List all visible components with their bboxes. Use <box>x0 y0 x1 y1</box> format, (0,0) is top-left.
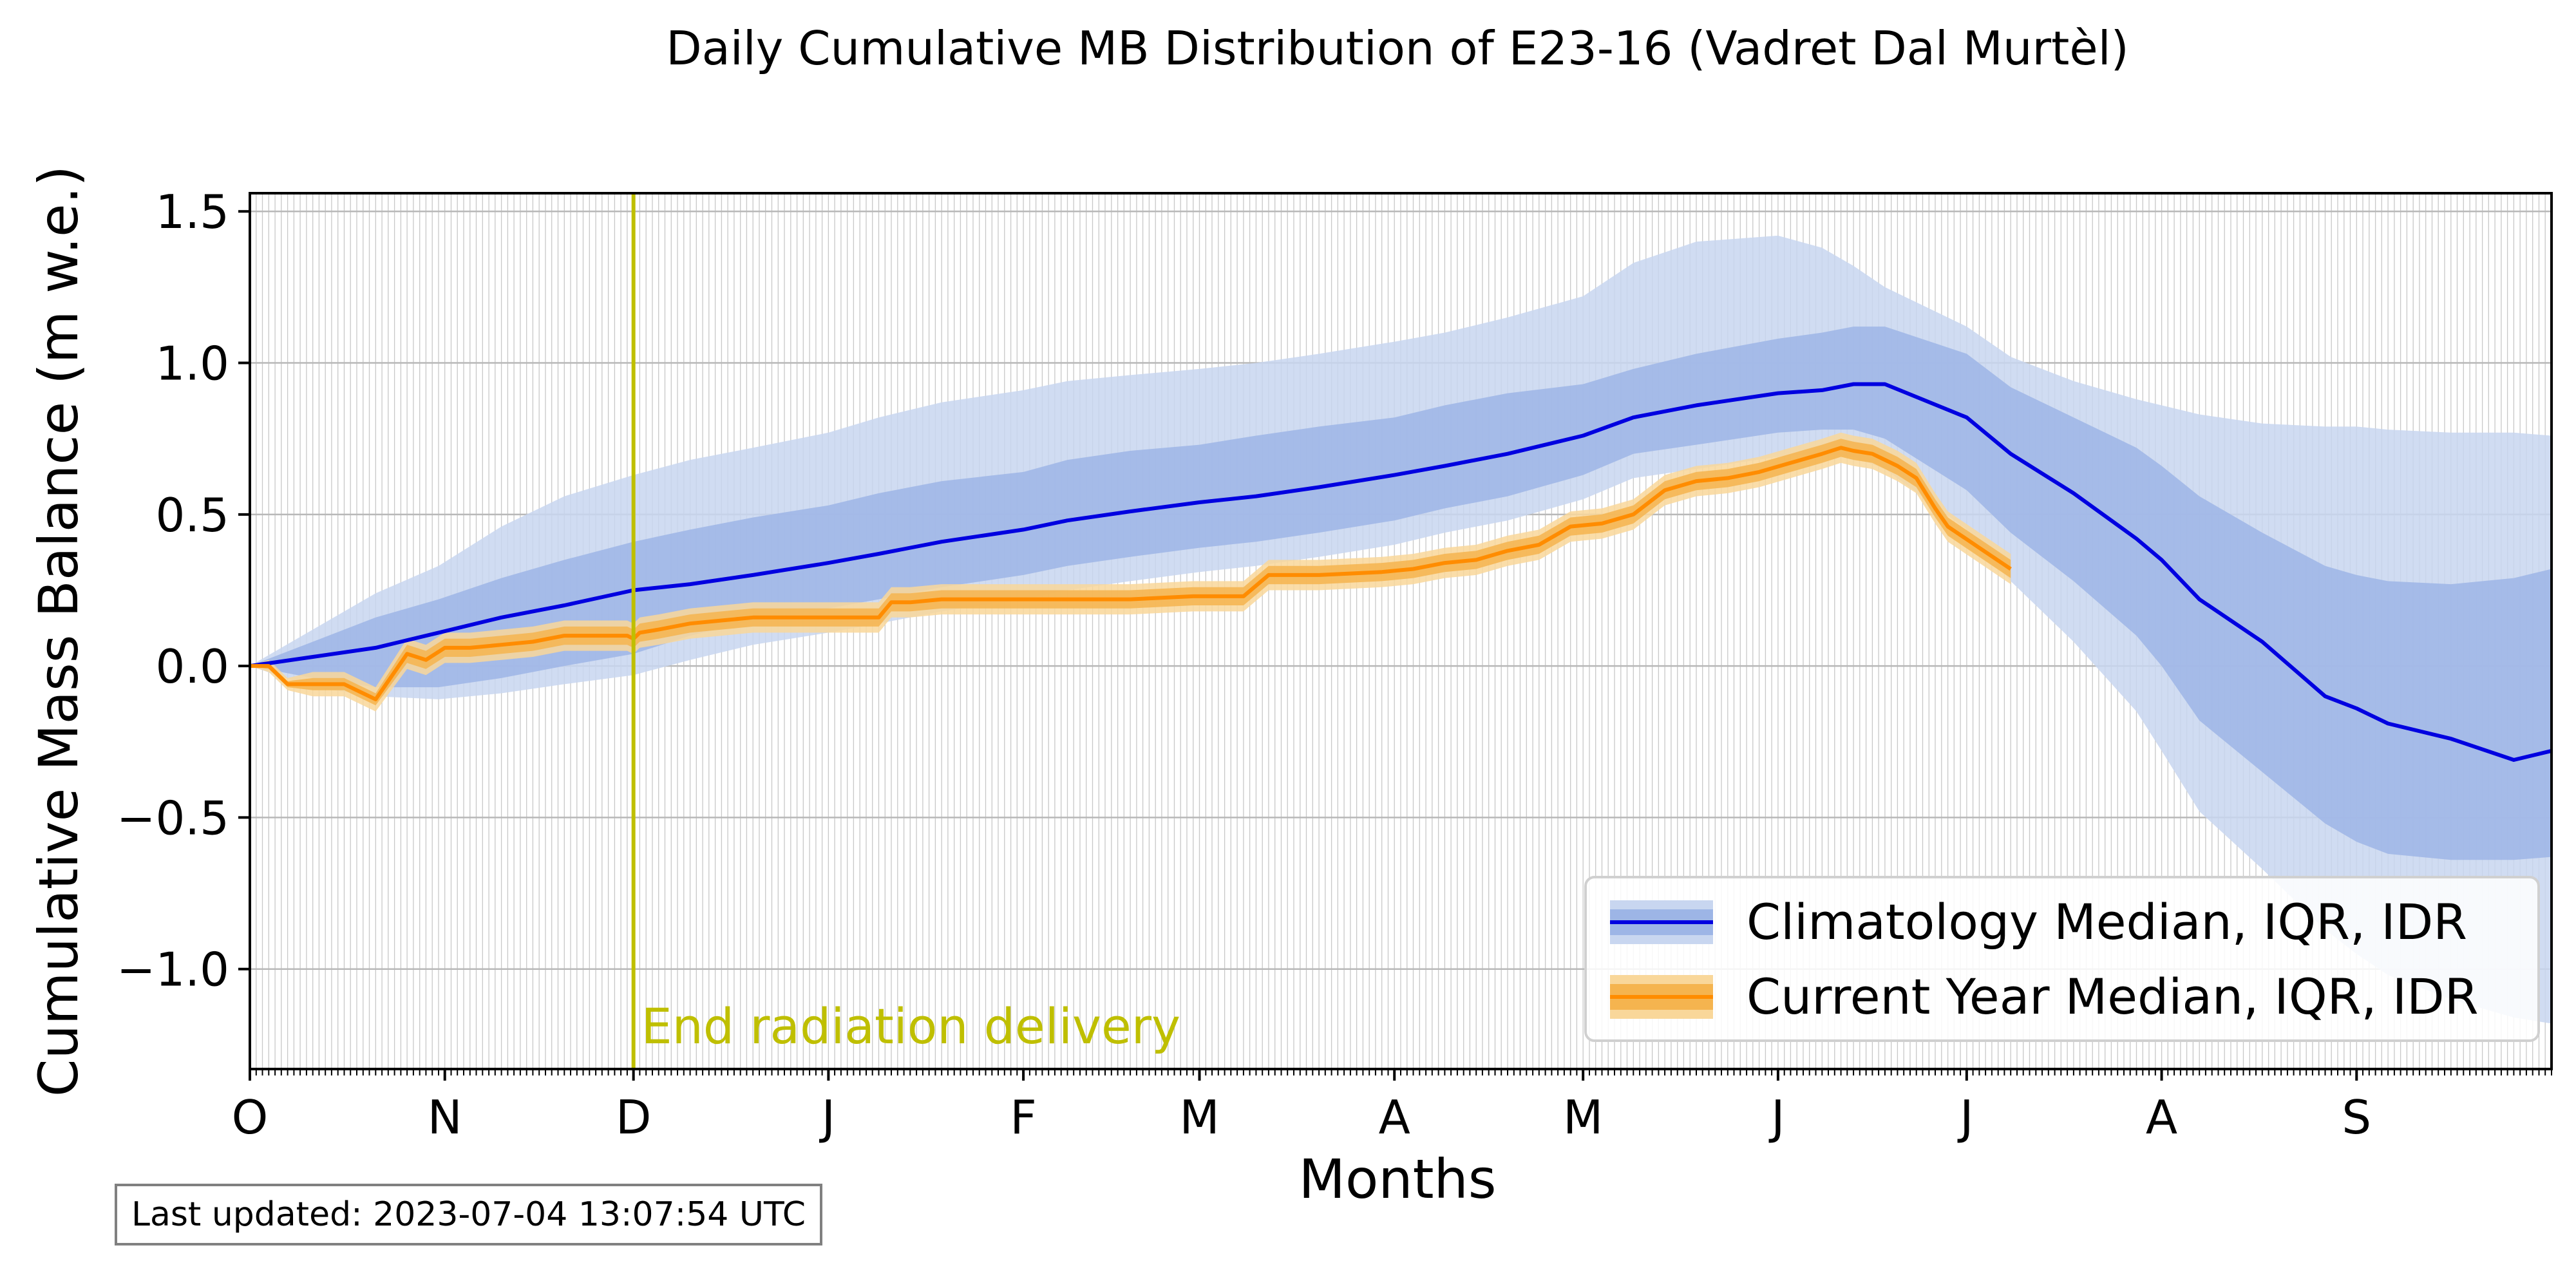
y-tick-label: −0.5 <box>117 791 229 845</box>
current-year-median-line <box>250 446 2012 701</box>
annotation: End radiation delivery <box>631 193 1180 1069</box>
x-tick-label: F <box>1010 1090 1036 1144</box>
climatology-median-line <box>249 382 2552 762</box>
x-minor-ticks <box>249 1069 2552 1075</box>
x-tick-label: A <box>1379 1090 1410 1144</box>
chart-title: Daily Cumulative MB Distribution of E23-… <box>666 21 2129 75</box>
x-tick-label: A <box>2146 1090 2177 1144</box>
y-axis-label: Cumulative Mass Balance (m w.e.) <box>27 166 90 1097</box>
y-tick-label: 1.5 <box>155 185 229 239</box>
legend-box <box>1584 876 2540 1042</box>
uncertainty-bands <box>250 235 2552 1024</box>
x-axis-label: Months <box>1298 1148 1496 1211</box>
median-lines <box>249 382 2552 762</box>
current-year-legend-label: Current Year Median, IQR, IDR <box>1747 968 2479 1025</box>
current-year-idr-band <box>250 432 2011 712</box>
x-tick-label: S <box>2342 1090 2371 1144</box>
x-tick-label: M <box>1179 1090 1219 1144</box>
x-tick-label: J <box>1768 1090 1785 1144</box>
x-tick-label: M <box>1563 1090 1603 1144</box>
x-tick-label: O <box>232 1090 269 1144</box>
axes: O N D J F M A M J J A S −1.0 −0.5 0.0 0.5 1.0 1.5 <box>117 185 2552 1144</box>
y-tick-label: 0.5 <box>155 488 229 542</box>
y-tick-label: −1.0 <box>117 943 229 997</box>
end-radiation-delivery-label: End radiation delivery <box>641 998 1180 1055</box>
last-updated-label: Last updated: 2023-07-04 13:07:54 UTC <box>115 1184 823 1245</box>
y-tick-label: 1.0 <box>155 337 229 391</box>
x-tick-label: D <box>616 1090 651 1144</box>
x-tick-label: N <box>428 1090 462 1144</box>
x-tick-label: J <box>1957 1090 1973 1144</box>
x-tick-label: J <box>819 1090 835 1144</box>
legend: Climatology Median, IQR, IDR Current Year… <box>1584 876 2540 1042</box>
y-tick-label: 0.0 <box>155 639 229 694</box>
climatology-legend-label: Climatology Median, IQR, IDR <box>1747 893 2467 951</box>
climatology-iqr-band <box>250 327 2552 860</box>
